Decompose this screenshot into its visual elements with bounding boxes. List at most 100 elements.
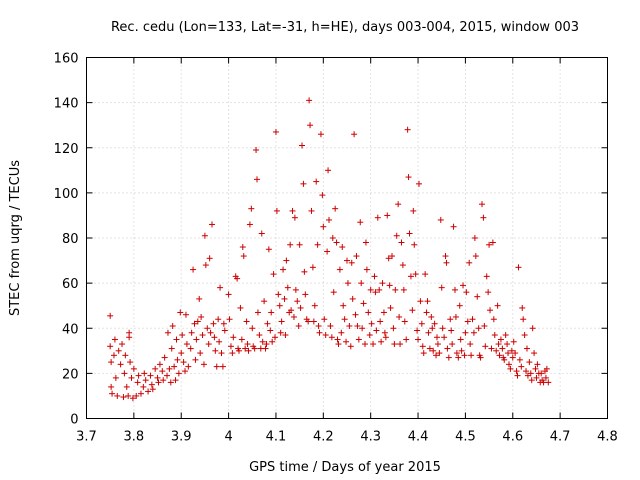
data-point [436, 350, 443, 357]
data-point [283, 257, 290, 264]
data-point [481, 322, 488, 329]
y-tick-label: 20 [62, 367, 79, 382]
data-point [173, 336, 180, 343]
data-point [191, 320, 198, 327]
data-point [294, 298, 301, 305]
data-point [330, 289, 337, 296]
data-point [200, 361, 207, 368]
data-point [414, 327, 421, 334]
chart-title: Rec. cedu (Lon=133, Lat=-31, h=HE), days… [111, 20, 579, 35]
data-point [472, 253, 479, 260]
data-point [226, 316, 233, 323]
data-point [239, 244, 246, 251]
data-point [468, 352, 475, 359]
data-point [196, 295, 203, 302]
data-point [333, 239, 340, 246]
data-point [322, 332, 329, 339]
data-point [433, 334, 440, 341]
data-point [281, 295, 288, 302]
data-point [187, 345, 194, 352]
data-point [321, 316, 328, 323]
data-point [290, 313, 297, 320]
data-point [190, 266, 197, 273]
data-point [486, 241, 493, 248]
data-point [182, 311, 189, 318]
data-point [508, 347, 515, 354]
data-point [134, 379, 141, 386]
data-point [384, 212, 391, 219]
data-point [475, 325, 482, 332]
data-point [467, 341, 474, 348]
x-tick-label: 4.8 [597, 430, 618, 445]
data-point [288, 307, 295, 314]
data-point [358, 280, 365, 287]
data-point [410, 207, 417, 214]
data-point [129, 395, 136, 402]
data-point [126, 329, 133, 336]
data-point [296, 241, 303, 248]
data-point [258, 230, 265, 237]
data-point [212, 347, 219, 354]
data-point [110, 352, 117, 359]
data-point [386, 282, 393, 289]
data-point [469, 316, 476, 323]
data-point [221, 327, 228, 334]
data-point [374, 214, 381, 221]
data-point [229, 350, 236, 357]
data-point [128, 374, 135, 381]
data-point [325, 167, 332, 174]
data-point [341, 316, 348, 323]
x-tick-label: 4 [224, 430, 232, 445]
x-tick-label: 4.2 [313, 430, 334, 445]
data-point [379, 280, 386, 287]
data-point [152, 365, 159, 372]
data-point [460, 282, 467, 289]
data-point [282, 332, 289, 339]
data-point [371, 273, 378, 280]
data-point [523, 345, 530, 352]
data-point [267, 327, 274, 334]
data-point [534, 361, 541, 368]
data-point [376, 286, 383, 293]
data-point [183, 341, 190, 348]
data-point [361, 341, 368, 348]
data-point [355, 336, 362, 343]
data-point [449, 341, 456, 348]
data-point [272, 334, 279, 341]
data-point [533, 374, 540, 381]
data-point [119, 341, 126, 348]
data-point [185, 363, 192, 370]
data-point [523, 368, 530, 375]
data-point [378, 338, 385, 345]
data-point [441, 334, 448, 341]
data-point [336, 266, 343, 273]
data-point [209, 221, 216, 228]
data-point [494, 302, 501, 309]
data-point [505, 350, 512, 357]
data-point [287, 241, 294, 248]
data-point [254, 176, 261, 183]
data-point [422, 271, 429, 278]
data-point [357, 219, 364, 226]
data-point [339, 244, 346, 251]
data-point [399, 262, 406, 269]
data-point [434, 341, 441, 348]
data-point [120, 394, 127, 401]
data-point [332, 205, 339, 212]
data-point [419, 343, 426, 350]
data-point [499, 345, 506, 352]
data-point [155, 379, 162, 386]
data-point [490, 316, 497, 323]
data-point [125, 392, 132, 399]
data-point [284, 284, 291, 291]
data-point [464, 318, 471, 325]
data-point [372, 289, 379, 296]
data-point [518, 363, 525, 370]
data-point [431, 320, 438, 327]
data-point [275, 291, 282, 298]
data-point [112, 374, 119, 381]
data-point [393, 232, 400, 239]
data-point [513, 368, 520, 375]
data-point [392, 286, 399, 293]
data-point [521, 332, 528, 339]
